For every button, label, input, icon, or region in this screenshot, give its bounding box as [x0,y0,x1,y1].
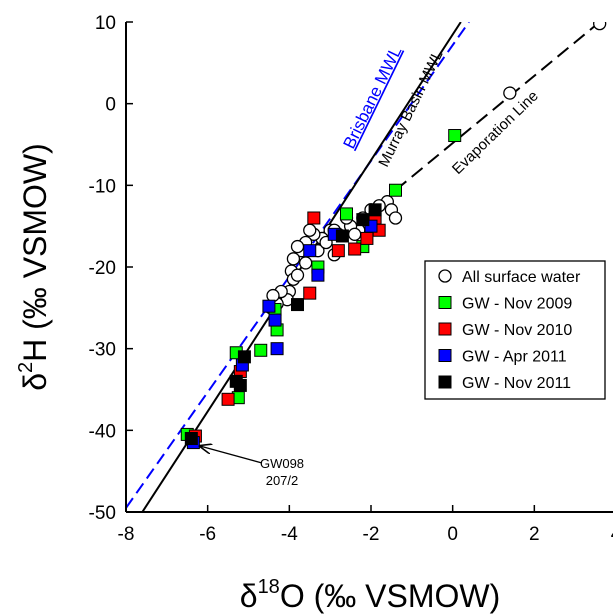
y-tick-label: -50 [89,503,116,524]
x-axis-title-prefix: δ [240,578,258,614]
gw-point-2 [331,244,345,258]
legend-label: GW - Nov 2010 [462,322,572,339]
gw-point-2 [303,286,317,300]
y-axis-title-sup: 2 [15,362,37,373]
gw-point-2 [360,231,374,245]
brisbane-mwl-line [126,22,470,509]
surface-water-point [299,256,313,270]
y-tick-label: 0 [105,95,116,116]
gw-point-3 [303,244,317,258]
gw-label-line1: GW098 [260,456,304,471]
y-tick-label: -40 [89,421,116,442]
gw-point-3 [262,299,276,313]
evaporation-line-label: Evaporation Line [449,87,542,177]
gw-point-1 [340,207,353,221]
gw-point-4 [291,298,304,312]
gw-point-3 [311,268,325,282]
gw-point-4 [229,374,243,388]
surface-water-point [290,268,305,282]
gw-point-3 [270,342,284,356]
gw-point-2 [221,392,235,406]
gw-point-4 [368,203,382,217]
y-tick-label: 10 [95,13,116,34]
y-axis-title-main: H (‰ VSMOW) [17,143,53,362]
x-tick-label: 0 [447,524,458,545]
x-axis-title-main: O (‰ VSMOW) [280,578,500,614]
legend-box [424,260,606,400]
y-axis-title-prefix: δ [17,373,53,391]
y-tick-label: -10 [89,176,116,197]
legend-label: GW - Nov 2009 [462,296,572,313]
x-tick-label: -6 [199,524,216,545]
surface-water-point [388,211,403,225]
legend-marker [438,296,452,309]
gw-point-4 [335,229,349,243]
gw-point-1 [389,183,402,197]
legend-marker [438,375,452,389]
y-axis-title: δ2H (‰ VSMOW) [15,143,53,391]
gw-point-1 [448,129,462,143]
gw-point-1 [254,343,268,357]
y-tick-label: -30 [89,340,116,361]
x-axis-title: δ18O (‰ VSMOW) [240,576,500,614]
legend-marker [438,322,452,336]
x-axis-title-sup: 18 [258,576,280,598]
legend-label: GW - Nov 2011 [462,375,571,392]
gw-arrow [200,446,263,464]
legend-label: GW - Apr 2011 [462,349,567,366]
evaporation-line [394,22,601,192]
x-tick-label: 2 [529,524,540,545]
surface-water-point [503,86,517,100]
surface-water-point [303,223,317,237]
legend-marker [438,269,452,283]
legend-marker [438,349,452,362]
x-tick-label: -2 [363,524,380,545]
legend: All surface water GW - Nov 2009 GW - Nov 2… [424,260,606,400]
gw-label-line2: 207/2 [266,473,299,488]
x-tick-label: 4 [611,524,613,545]
surface-water-point [286,252,301,266]
surface-water-point [593,22,607,31]
data-points [180,22,607,450]
surface-water-point [290,239,305,254]
gw-point-4 [356,213,370,227]
gw-point-2 [307,211,321,225]
gw-point-4 [184,432,198,445]
x-tick-label: -8 [118,524,135,545]
y-tick-label: -20 [89,258,116,279]
legend-label: All surface water [462,269,581,286]
gw-point-3 [268,313,282,327]
gw-point-4 [237,350,251,364]
gw-point-2 [348,242,362,256]
x-tick-label: -4 [281,524,298,545]
surface-water-point [348,227,362,241]
